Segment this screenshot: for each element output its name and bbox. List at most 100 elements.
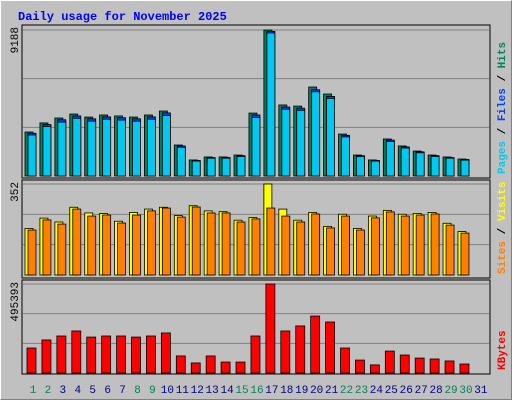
bar xyxy=(251,117,261,177)
bar xyxy=(41,339,52,374)
bar xyxy=(161,207,171,276)
legend-entry: Pages xyxy=(497,141,509,174)
bar xyxy=(57,121,67,177)
bar xyxy=(384,350,395,374)
bar xyxy=(400,215,410,276)
bar xyxy=(340,347,350,374)
x-tick-label: 23 xyxy=(355,385,368,397)
bar xyxy=(444,360,455,374)
bar xyxy=(250,335,261,374)
bar xyxy=(445,224,455,276)
x-tick-label: 4 xyxy=(74,385,81,397)
bar xyxy=(42,219,52,276)
chart-title: Daily usage for November 2025 xyxy=(18,10,227,24)
x-tick-label: 22 xyxy=(340,385,353,397)
bar xyxy=(102,214,112,276)
bar xyxy=(191,206,201,276)
bar xyxy=(311,91,321,177)
bar xyxy=(310,315,321,374)
x-tick-label: 16 xyxy=(250,385,263,397)
x-tick-label: 30 xyxy=(459,385,472,397)
bar xyxy=(370,217,380,276)
bar xyxy=(356,229,365,276)
bar xyxy=(147,118,156,177)
bar xyxy=(161,115,171,177)
bar xyxy=(326,227,336,276)
x-tick-label: 1 xyxy=(30,385,37,397)
x-tick-label: 14 xyxy=(220,385,234,397)
bar xyxy=(191,160,201,177)
bar xyxy=(266,32,276,177)
bar xyxy=(385,141,395,177)
x-tick-label: 15 xyxy=(235,385,248,397)
x-tick-label: 10 xyxy=(161,385,174,397)
x-tick-label: 6 xyxy=(104,385,111,397)
x-tick-label: 25 xyxy=(385,385,398,397)
bar xyxy=(101,335,112,374)
bar xyxy=(281,215,291,276)
bar xyxy=(311,213,321,276)
bar xyxy=(116,335,126,374)
bar xyxy=(251,218,261,276)
bar xyxy=(341,136,350,177)
bar xyxy=(369,364,380,374)
legend-separator: / xyxy=(497,68,509,88)
x-tick-label: 29 xyxy=(444,385,457,397)
bar xyxy=(415,214,425,276)
bar xyxy=(341,215,350,276)
bar xyxy=(175,355,186,374)
bar xyxy=(385,211,395,276)
bar xyxy=(236,156,246,177)
bar xyxy=(131,336,141,374)
bar xyxy=(72,117,82,177)
legend-entry: Files xyxy=(497,88,509,121)
bar xyxy=(27,229,37,276)
x-tick-label: 18 xyxy=(280,385,293,397)
bar xyxy=(71,330,82,374)
bar xyxy=(146,335,156,374)
x-tick-label: 27 xyxy=(415,385,428,397)
x-tick-label: 2 xyxy=(45,385,52,397)
bar xyxy=(236,221,246,276)
bar xyxy=(221,212,231,276)
bar xyxy=(220,361,231,374)
bar xyxy=(102,118,112,177)
x-tick-label: 17 xyxy=(265,385,278,397)
bar xyxy=(296,109,306,177)
bar xyxy=(160,332,171,374)
bar xyxy=(87,215,97,276)
x-tick-label: 11 xyxy=(176,385,190,397)
legend-separator: / xyxy=(497,121,509,141)
bar xyxy=(460,159,470,177)
bar xyxy=(370,160,380,177)
bar xyxy=(326,98,336,177)
y-tick-label: 9188 xyxy=(10,27,22,53)
bar xyxy=(280,330,291,374)
x-tick-label: 8 xyxy=(134,385,141,397)
bar xyxy=(132,214,141,276)
bar xyxy=(42,126,52,177)
x-tick-label: 7 xyxy=(119,385,126,397)
bar xyxy=(147,210,156,276)
legend: Sites / Visits xyxy=(497,182,509,274)
bar xyxy=(117,119,126,177)
bar xyxy=(57,223,67,276)
bar xyxy=(27,134,37,177)
bar xyxy=(296,221,306,276)
x-tick-label: 28 xyxy=(430,385,443,397)
bar xyxy=(445,157,455,177)
bar xyxy=(265,283,276,374)
bar xyxy=(206,212,216,276)
bar xyxy=(221,157,231,177)
bar xyxy=(400,147,410,177)
y-tick-label: 495393 xyxy=(10,282,22,322)
bar xyxy=(26,347,37,374)
legend-separator: / xyxy=(497,221,509,241)
x-tick-label: 21 xyxy=(325,385,339,397)
bar xyxy=(132,120,141,177)
bar xyxy=(325,321,336,374)
bar xyxy=(117,222,126,276)
bar xyxy=(176,146,186,177)
x-tick-label: 31 xyxy=(474,385,488,397)
